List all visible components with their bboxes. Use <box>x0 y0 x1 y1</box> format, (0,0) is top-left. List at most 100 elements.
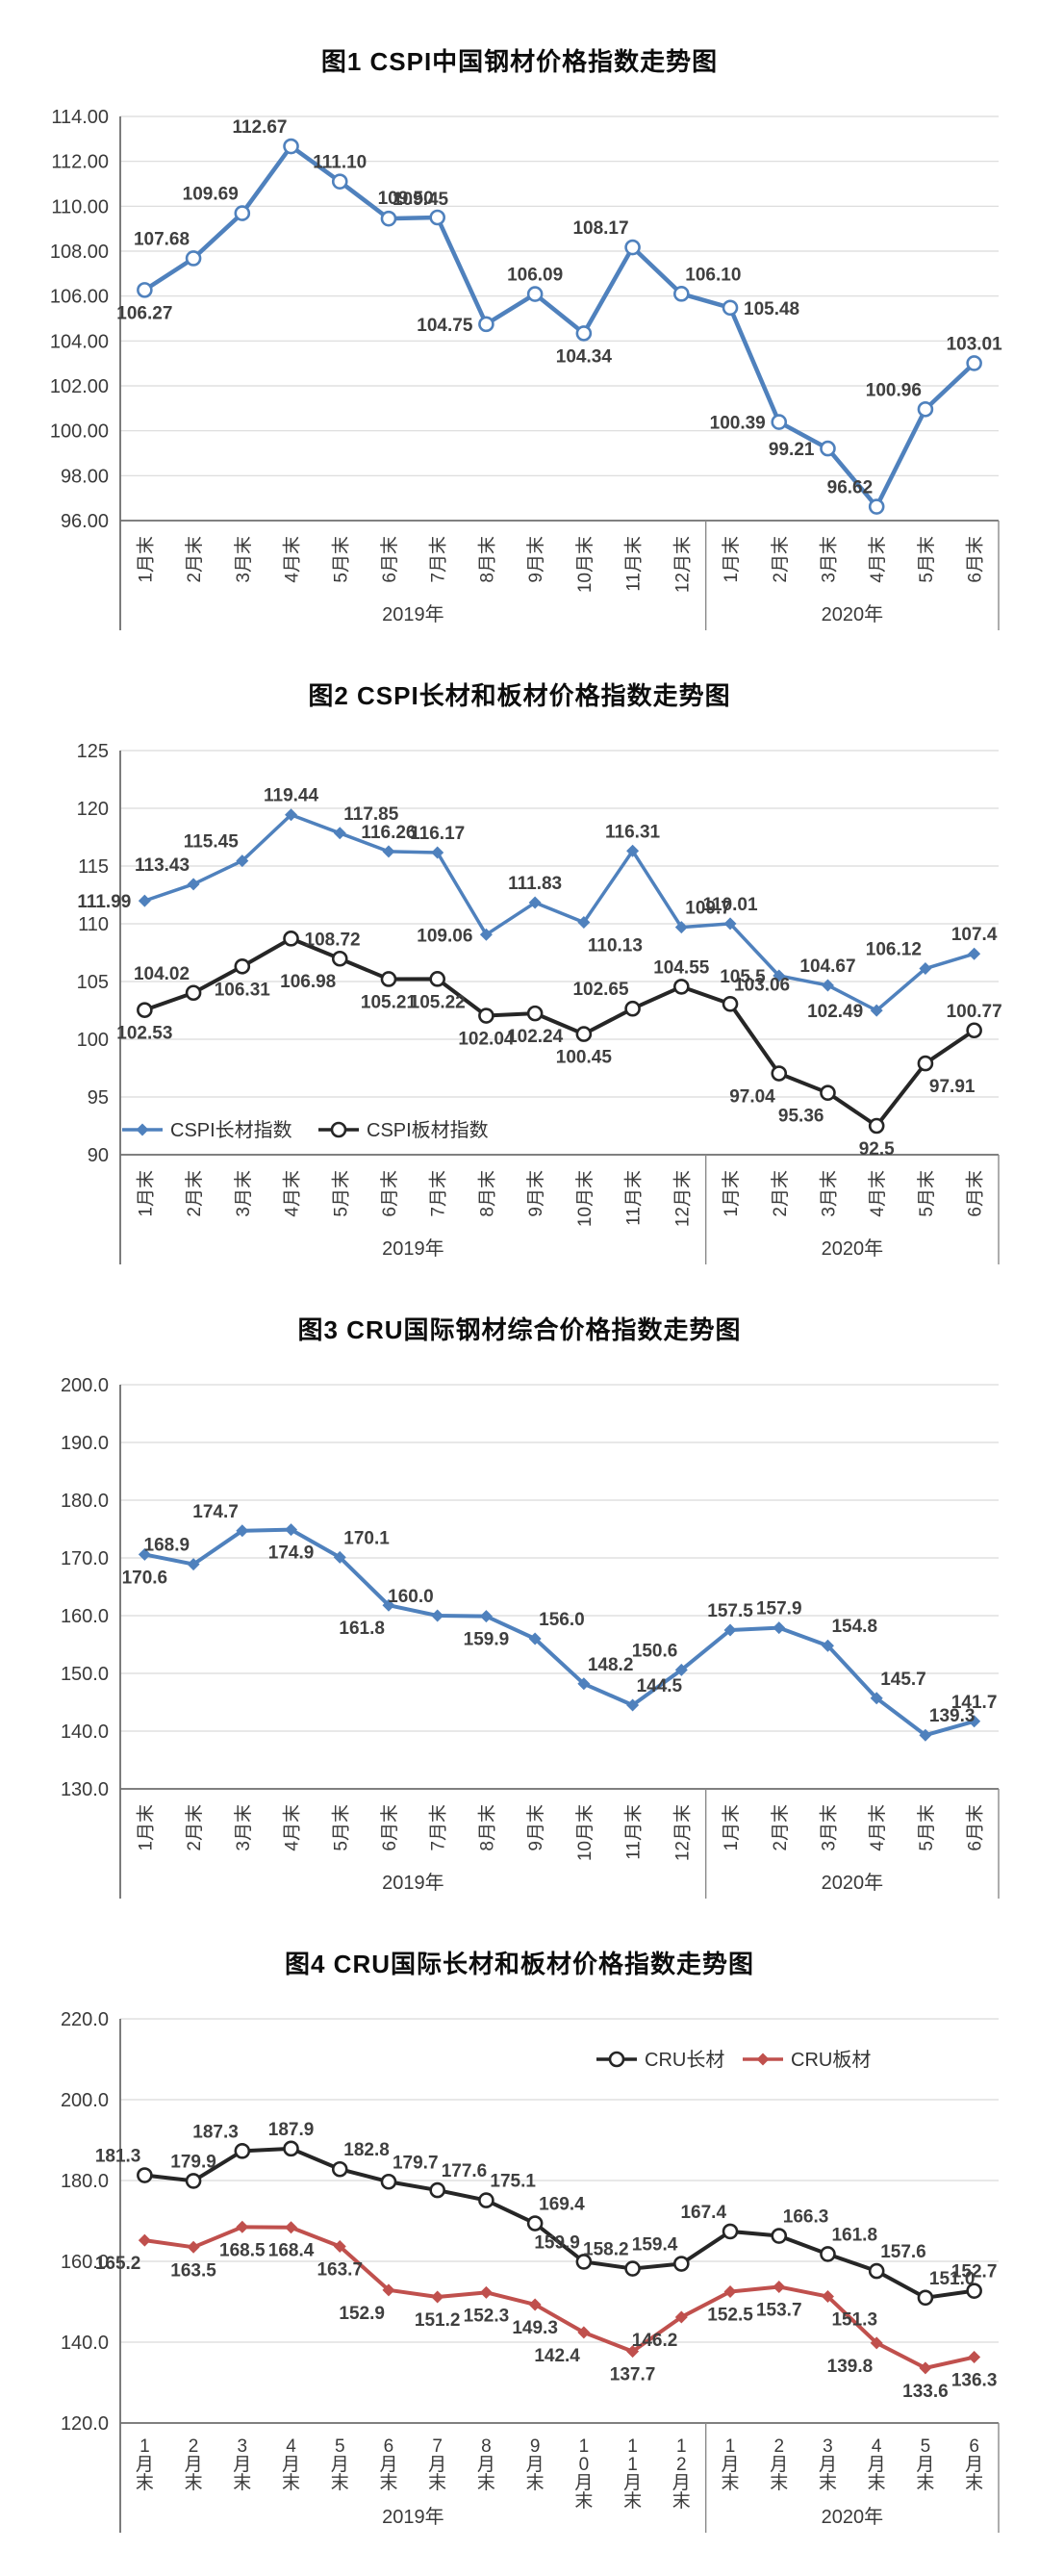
data-label: 111.10 <box>313 153 367 173</box>
y-tick-label: 105 <box>77 972 109 993</box>
month-label: 5月末 <box>916 1804 937 1851</box>
data-label: 139.8 <box>827 2357 874 2377</box>
month-label: 8月末 <box>476 1170 497 1217</box>
data-point-marker <box>624 1000 641 1017</box>
data-label: 116.17 <box>410 824 465 844</box>
y-tick-label: 112.00 <box>51 152 109 173</box>
data-label: 102.65 <box>572 980 629 1000</box>
data-label: 170.1 <box>343 1528 390 1548</box>
year-label: 2019年 <box>382 1872 444 1894</box>
data-point-marker <box>478 2192 494 2208</box>
data-point-marker <box>626 2345 640 2359</box>
month-label: 6月末 <box>965 1804 986 1851</box>
month-label: 1月末 <box>135 1170 156 1217</box>
data-label: 115.45 <box>184 832 239 853</box>
chart-3-canvas: 130.0 140.0 150.0 160.0 170.0 180.0 190.0 200.0… <box>61 1375 1000 1899</box>
month-label: 4月末 <box>282 1804 303 1851</box>
series-line <box>142 143 976 509</box>
month-label: 12月末 <box>672 1804 693 1861</box>
series-line <box>142 812 976 1012</box>
data-point-marker <box>966 355 982 371</box>
data-label: 109.45 <box>393 190 449 210</box>
data-point-marker <box>773 1621 786 1635</box>
data-point-marker <box>429 209 445 226</box>
data-label: 146.2 <box>632 2331 678 2351</box>
data-label: 159.9 <box>464 1630 510 1650</box>
data-point-marker <box>917 400 934 418</box>
data-label: 152.5 <box>707 2306 753 2326</box>
year-label: 2020年 <box>822 1237 884 1260</box>
data-label: 141.7 <box>951 1693 998 1713</box>
data-point-marker <box>820 440 836 457</box>
data-label: 177.6 <box>442 2161 488 2181</box>
y-tick-label: 150.0 <box>61 1664 109 1685</box>
data-point-marker <box>674 921 688 934</box>
data-point-marker <box>575 2254 593 2270</box>
data-label: 105.22 <box>410 992 466 1012</box>
series-line <box>142 2225 976 2370</box>
data-label: 95.36 <box>778 1107 824 1127</box>
data-point-marker <box>722 995 739 1012</box>
data-point-marker <box>575 1026 593 1042</box>
month-label: 4月末 <box>282 536 303 583</box>
data-point-marker <box>820 2246 836 2262</box>
data-label: 170.6 <box>122 1568 168 1588</box>
data-point-marker <box>528 1632 542 1645</box>
data-point-marker <box>234 2143 251 2159</box>
data-point-marker <box>333 2239 346 2253</box>
data-label: 111.99 <box>77 892 131 912</box>
data-label: 151.3 <box>831 2310 877 2331</box>
y-tick-label: 96.00 <box>61 511 109 532</box>
data-point-marker <box>234 205 251 221</box>
y-tick-label: 170.0 <box>61 1548 109 1569</box>
y-tick-label: 200.0 <box>61 1375 109 1396</box>
y-tick-label: 140.0 <box>61 2333 109 2354</box>
month-label: 5月末 <box>330 536 351 583</box>
y-tick-label: 90 <box>88 1145 109 1166</box>
data-label: 187.3 <box>192 2122 239 2142</box>
data-label: 106.12 <box>866 940 922 960</box>
data-point-marker <box>577 2326 591 2339</box>
series-line <box>142 1527 976 1738</box>
month-label: 6月末 <box>965 1170 986 1217</box>
data-point-marker <box>968 947 981 960</box>
data-point-marker <box>526 1005 544 1022</box>
month-label: 3月末 <box>818 536 839 583</box>
month-label: 4月末 <box>867 1170 888 1217</box>
chart-2-canvas: 90 95 100 105 110 115 120 125 1月末 2月末 3月末 4月末 5月末 6月末… <box>77 741 1002 1264</box>
legend-entry-marker <box>136 1123 149 1136</box>
data-label: 104.02 <box>134 964 190 984</box>
data-point-marker <box>626 844 640 857</box>
legend-entry-marker <box>608 2051 625 2068</box>
year-label: 2020年 <box>822 2506 884 2528</box>
data-point-marker <box>283 2140 299 2157</box>
data-label: 144.5 <box>637 1676 683 1696</box>
month-label: 9月末 <box>525 1170 546 1217</box>
month-label: 1月末 <box>135 1804 156 1851</box>
data-point-marker <box>919 962 932 976</box>
figure-3: 图3 CRU国际钢材综合价格指数走势图 130.0 140.0 150.0 160.0… <box>0 1268 1039 1902</box>
y-tick-label: 100 <box>77 1030 109 1051</box>
month-label: 2月末 <box>184 536 205 583</box>
month-label: 3月末 <box>818 1804 839 1851</box>
month-label: 9月末 <box>525 536 546 583</box>
data-label: 106.09 <box>507 266 563 286</box>
data-label: 179.7 <box>393 2153 439 2173</box>
data-label: 106.31 <box>215 980 271 1000</box>
data-label: 110.01 <box>702 895 757 915</box>
data-label: 105.48 <box>744 299 799 319</box>
month-label: 1月末 <box>721 536 742 583</box>
data-label: 102.24 <box>507 1027 564 1047</box>
month-label: 2月末 <box>770 1170 791 1217</box>
y-tick-label: 98.00 <box>61 466 109 487</box>
data-label: 152.9 <box>339 2304 385 2324</box>
data-label: 159.4 <box>632 2235 678 2256</box>
year-label: 2019年 <box>382 1237 444 1260</box>
data-label: 152.7 <box>951 2262 998 2283</box>
data-label: 182.8 <box>343 2140 390 2160</box>
y-tick-label: 110 <box>78 914 109 935</box>
data-point-marker <box>577 915 591 929</box>
data-point-marker <box>722 299 739 317</box>
